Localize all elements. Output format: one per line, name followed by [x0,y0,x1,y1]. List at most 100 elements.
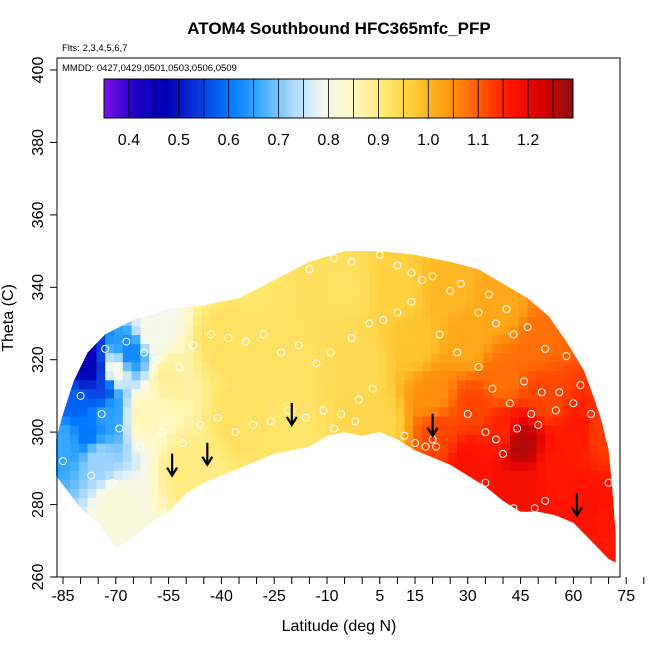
heatmap-cell [386,388,397,399]
colorbar-segment [529,79,533,118]
heatmap-cell [430,325,441,335]
heatmap-cell [325,452,335,462]
heatmap-cell [589,434,599,444]
heatmap-cell [158,251,168,254]
heatmap-cell [193,406,203,417]
heatmap-cell [254,280,265,290]
colorbar-segment [142,79,146,118]
heatmap-cell [404,479,414,489]
heatmap-cell [202,361,212,372]
heatmap-cell [114,424,124,435]
heatmap-cell [281,551,291,562]
heatmap-cell [466,361,476,372]
heatmap-cell [105,461,115,471]
heatmap-cell [246,280,256,290]
heatmap-cell [518,334,529,345]
heatmap-cell [342,488,353,498]
heatmap-cell [589,325,599,335]
heatmap-cell [87,515,97,526]
heatmap-cell [545,470,555,480]
heatmap-cell [114,251,124,254]
y-tick-label: 340 [30,274,47,301]
heatmap-cell [492,488,502,498]
heatmap-cell [466,497,476,507]
heatmap-cell [439,479,449,489]
heatmap-cell [316,252,326,263]
heatmap-cell [140,452,150,462]
sample-points [59,250,613,513]
heatmap-cell [114,542,124,553]
heatmap-cell [536,415,546,426]
sample-point [178,439,187,447]
heatmap-cell [536,343,546,354]
heatmap-cell [527,497,537,507]
heatmap-cell [105,298,115,308]
heatmap-cell [536,316,546,326]
heatmap-cell [606,533,616,544]
colorbar-tick-label: 1.0 [417,132,439,149]
heatmap-cell [70,434,80,444]
heatmap-cell [105,424,115,435]
heatmap-cell [580,551,590,562]
heatmap-cell [140,488,150,498]
heatmap-cell [334,461,344,471]
heatmap-cell [325,524,335,535]
heatmap-cell [378,461,388,471]
heatmap-cell [422,524,432,535]
heatmap-cell [237,497,247,507]
heatmap-cell [210,298,221,308]
heatmap-cell [395,506,405,517]
heatmap-cell [518,370,529,381]
heatmap-cell [228,515,238,526]
heatmap-cell [78,424,89,435]
heatmap-cell [466,334,476,345]
heatmap-cell [378,343,388,354]
heatmap-cell [105,415,115,426]
heatmap-cell [580,415,590,426]
heatmap-cell [457,370,467,381]
heatmap-cell [219,316,229,326]
heatmap-cell [272,271,282,281]
heatmap-cell [571,334,581,345]
heatmap-cell [175,307,185,317]
heatmap-cell [439,542,449,553]
heatmap-cell [105,289,115,299]
heatmap-cell [131,388,141,399]
heatmap-cell [219,452,229,462]
heatmap-cell [263,334,273,345]
heatmap-cell [448,542,458,553]
heatmap-cell [78,316,89,326]
sample-point [587,410,595,418]
heatmap-cell [281,325,291,335]
heatmap-cell [554,479,564,489]
heatmap-cell [307,461,317,471]
heatmap-cell [272,524,282,535]
colorbar-segment [485,79,489,118]
heatmap-cell [316,298,326,308]
heatmap-cell [131,533,141,544]
heatmap-cell [334,434,344,444]
heatmap-cell [413,343,423,354]
heatmap-cell [342,289,353,299]
heatmap-cell [562,334,573,345]
heatmap-cell [527,479,537,489]
heatmap-cell [272,252,282,263]
heatmap-cell [580,452,590,462]
heatmap-cell [281,443,291,453]
heatmap-cell [422,506,432,517]
heatmap-cell [404,343,414,354]
heatmap-cell [360,533,370,544]
heatmap-cell [307,479,317,489]
heatmap-cell [131,551,141,562]
heatmap-cell [228,298,238,308]
heatmap-cell [140,524,150,535]
heatmap-cell [536,271,546,281]
heatmap-cell [483,551,493,562]
heatmap-cell [281,461,291,471]
heatmap-cell [263,415,273,426]
heatmap-cell [536,379,546,390]
heatmap-cell [325,252,335,263]
heatmap-cell [56,452,62,462]
heatmap-cell [536,361,546,372]
